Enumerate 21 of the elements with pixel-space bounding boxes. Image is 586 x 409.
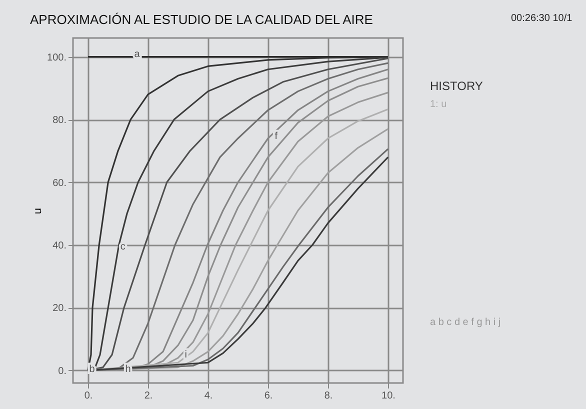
x-tick-label: 2. xyxy=(144,390,153,402)
y-tick-label: 80. xyxy=(52,115,66,126)
text: 00:26:30 10/1 xyxy=(511,13,573,24)
x-tick-label: 4. xyxy=(204,390,213,402)
y-tick-label: 100. xyxy=(47,52,66,64)
annotation: i xyxy=(184,349,188,360)
annotation: f xyxy=(274,130,278,142)
text: HISTORY xyxy=(430,79,483,93)
x-tick-label: 6. xyxy=(264,390,273,402)
y-tick-label: 60. xyxy=(52,178,66,189)
annotation: b xyxy=(89,364,96,376)
chart-title: APROXIMACIÓN AL ESTUDIO DE LA CALIDAD DEL AIRE xyxy=(30,12,374,27)
y-tick-label: 40. xyxy=(52,240,66,252)
text: 1: u xyxy=(430,99,447,110)
y-tick-label: 20. xyxy=(52,303,66,314)
y-tick-label: 0. xyxy=(58,366,66,377)
text: a b c d e f g h i j xyxy=(430,317,501,328)
y-axis-title: u xyxy=(32,208,44,214)
x-tick-label: 10. xyxy=(382,390,396,402)
x-tick-label: 8. xyxy=(324,390,333,402)
x-tick-label: 0. xyxy=(84,390,93,402)
